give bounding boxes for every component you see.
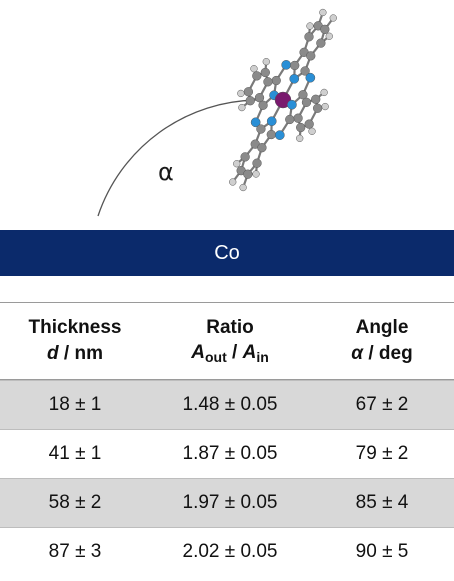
hydrogen-atom (296, 134, 304, 142)
carbon-atom (271, 75, 281, 86)
carbon-atom (258, 100, 268, 110)
ratio-slash: / (226, 342, 243, 364)
carbon-atom (260, 67, 270, 78)
table-header-rule (0, 379, 454, 380)
carbon-atom (293, 113, 303, 123)
cell-thickness: 58 ± 2 (48, 492, 102, 513)
carbon-atom (300, 66, 310, 76)
carbon-atom (257, 143, 267, 153)
subscript-in: in (256, 349, 269, 366)
header-ratio-expression: Aout / Ain (191, 340, 269, 367)
hydrogen-atom (233, 160, 241, 168)
carbon-atom (243, 169, 253, 179)
angle-arc (97, 99, 259, 217)
header-angle-title: Angle (355, 317, 409, 339)
carbon-atom (240, 152, 250, 162)
unit-deg: / deg (363, 343, 413, 364)
hydrogen-atom (320, 88, 328, 97)
carbon-atom (306, 51, 316, 61)
substrate-label: Co (214, 241, 240, 264)
table-row: 58 ± 2 1.97 ± 0.05 85 ± 4 (0, 478, 454, 527)
hydrogen-atom (306, 22, 314, 30)
carbon-atom (304, 32, 314, 42)
carbon-atom (252, 158, 262, 168)
carbon-atom (298, 90, 308, 100)
hydrogen-atom (319, 8, 327, 17)
carbon-atom (254, 93, 265, 103)
table-body: 18 ± 1 1.48 ± 0.05 67 ± 2 41 ± 1 1.87 ± … (0, 380, 454, 576)
carbon-atom (296, 122, 306, 133)
nitrogen-atom (305, 72, 316, 83)
cell-thickness: 87 ± 3 (48, 541, 102, 562)
hydrogen-atom (250, 65, 258, 73)
carbon-atom (252, 71, 262, 81)
header-thickness-unit: d / nm (47, 341, 103, 367)
nitrogen-atom (266, 116, 277, 127)
hydrogen-atom (325, 32, 333, 40)
hydrogen-atom (329, 14, 337, 22)
angle-alpha-label: α (158, 158, 174, 186)
hydrogen-atom (238, 103, 246, 112)
carbon-atom (312, 103, 323, 113)
header-thickness-title: Thickness (28, 317, 122, 339)
header-ratio: Ratio Aout / Ain (150, 303, 310, 379)
cell-angle: 85 ± 4 (355, 492, 409, 513)
carbon-atom (301, 97, 312, 107)
cell-ratio: 2.02 ± 0.05 (182, 541, 278, 562)
nitrogen-atom (281, 60, 292, 70)
nitrogen-atom (274, 130, 285, 140)
carbon-atom (320, 24, 330, 35)
table-row: 18 ± 1 1.48 ± 0.05 67 ± 2 (0, 380, 454, 429)
cell-angle: 90 ± 5 (355, 541, 409, 562)
cell-angle: 67 ± 2 (355, 394, 409, 415)
carbon-atom (285, 114, 295, 125)
carbon-atom (304, 119, 314, 129)
cell-ratio: 1.97 ± 0.05 (182, 492, 278, 513)
var-d: d (47, 343, 59, 364)
table-top-rule (0, 302, 454, 303)
cell-ratio: 1.48 ± 0.05 (182, 394, 278, 415)
header-ratio-title: Ratio (206, 316, 254, 338)
hydrogen-atom (308, 127, 316, 135)
nitrogen-atom (287, 99, 297, 110)
var-a-out: A (191, 342, 205, 364)
carbon-atom (266, 129, 276, 140)
carbon-atom (263, 77, 273, 87)
header-thickness: Thickness d / nm (0, 303, 150, 379)
molecule-scene: α (0, 0, 454, 230)
hydrogen-atom (321, 102, 329, 111)
cell-angle: 79 ± 2 (355, 443, 409, 464)
carbon-atom (245, 96, 255, 106)
var-a-in: A (242, 342, 257, 364)
table-row: 87 ± 3 2.02 ± 0.05 90 ± 5 (0, 527, 454, 576)
carbon-atom (316, 38, 326, 48)
nitrogen-atom (250, 117, 261, 128)
header-angle-unit: α / deg (351, 341, 412, 367)
cobalt-phthalocyanine-molecule (229, 8, 337, 192)
cell-ratio: 1.87 ± 0.05 (182, 443, 278, 464)
header-angle: Angle α / deg (310, 303, 454, 379)
subscript-out: out (204, 349, 227, 366)
hydrogen-atom (252, 170, 260, 178)
nitrogen-atom (289, 73, 300, 84)
table-row: 41 ± 1 1.87 ± 0.05 79 ± 2 (0, 429, 454, 478)
cell-thickness: 18 ± 1 (48, 394, 102, 415)
carbon-atom (311, 94, 321, 104)
carbon-atom (256, 124, 266, 134)
unit-nm: / nm (58, 343, 103, 364)
hydrogen-atom (229, 178, 237, 186)
molecule-diagram (97, 8, 337, 217)
carbon-atom (290, 60, 300, 71)
cobalt-substrate: Co (0, 230, 454, 276)
table-header-row: Thickness d / nm Ratio Aout / Ain Angle … (0, 303, 454, 379)
carbon-atom (243, 87, 254, 97)
var-alpha: α (351, 343, 364, 364)
hydrogen-atom (237, 89, 245, 98)
cell-thickness: 41 ± 1 (48, 443, 102, 464)
results-table: Thickness d / nm Ratio Aout / Ain Angle … (0, 302, 454, 576)
hydrogen-atom (262, 58, 270, 66)
hydrogen-atom (239, 183, 247, 192)
